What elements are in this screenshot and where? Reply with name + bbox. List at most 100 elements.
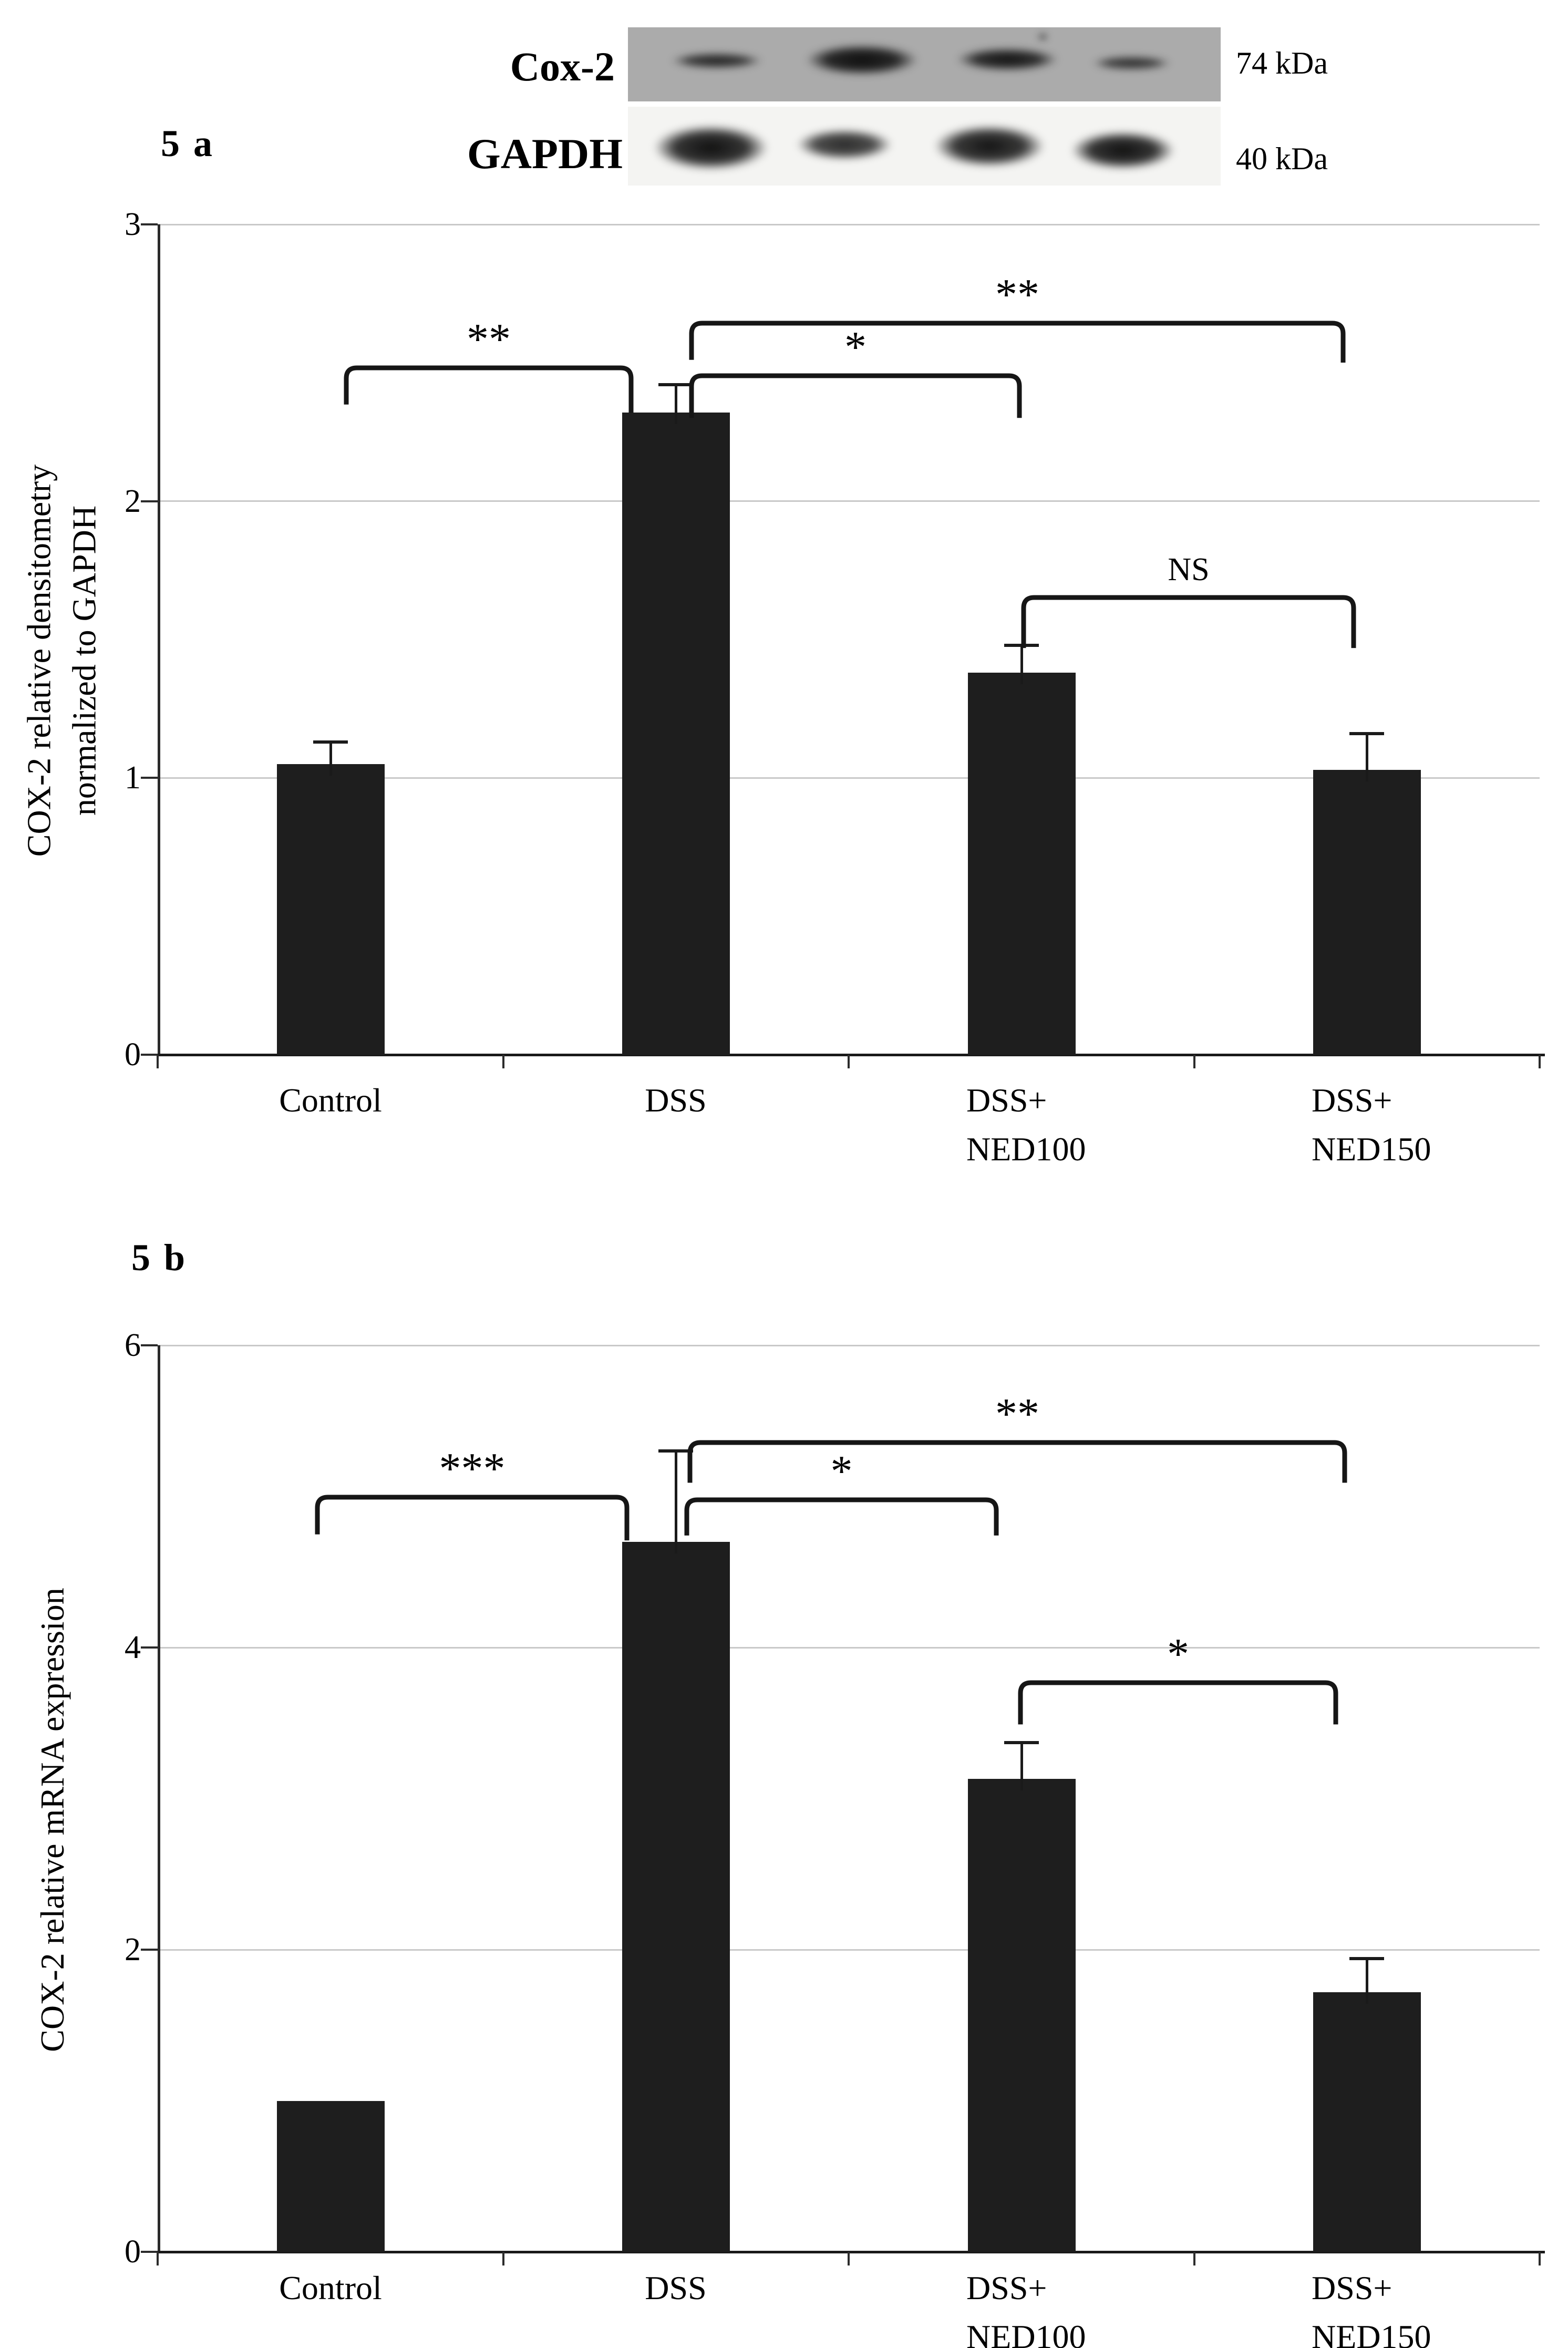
bar-dss+ned100 [967, 1779, 1076, 2252]
x-axis-tick [157, 2252, 159, 2265]
error-bar-cap [313, 740, 348, 744]
bar-control [276, 764, 385, 1055]
x-category-label: DSS [645, 2269, 707, 2306]
significance-bracket [684, 1497, 999, 1536]
blot-band [783, 38, 941, 81]
x-axis-tick [157, 1055, 159, 1068]
significance-label: ** [467, 314, 511, 364]
significance-bracket [689, 373, 1022, 418]
bar-dss+ned150 [1313, 769, 1421, 1055]
error-bar [1365, 1959, 1368, 2004]
x-category-label: DSS+ NED150 [1312, 2269, 1431, 2348]
x-axis-line [158, 1054, 1545, 1056]
y-axis-title: COX-2 relative densitometry normalized to… [20, 464, 103, 857]
y-axis-tick [141, 777, 158, 779]
gridline-y1 [158, 777, 1540, 779]
x-category-label: DSS [645, 1082, 707, 1119]
gapdh-blot-image [628, 107, 1221, 186]
error-bar-cap [1349, 732, 1384, 736]
bar-dss [622, 413, 730, 1055]
significance-bracket [1018, 1680, 1338, 1725]
error-bar-cap [658, 1449, 693, 1453]
blot-band [1077, 53, 1187, 73]
panel-a-label: 5 a [161, 122, 214, 164]
significance-label: * [844, 323, 866, 372]
significance-label: NS [1168, 551, 1210, 588]
y-tick-label: 2 [125, 1932, 141, 1968]
bar-dss+ned150 [1313, 1992, 1421, 2252]
error-bar [1020, 645, 1023, 685]
gridline-y3 [158, 223, 1540, 225]
y-tick-label: 1 [125, 760, 141, 796]
gridline-y2 [158, 1949, 1540, 1951]
y-tick-label: 3 [125, 207, 141, 242]
error-bar [674, 1451, 677, 1553]
y-axis-tick [141, 1949, 158, 1951]
blot-band [912, 116, 1067, 176]
error-bar-cap [658, 383, 693, 387]
blot-band [653, 49, 781, 72]
gapdh-blot-label: GAPDH [467, 130, 623, 178]
bar-control [276, 2100, 385, 2252]
y-axis-line [158, 224, 160, 1055]
blot-band [777, 122, 911, 167]
significance-label: * [1167, 1630, 1189, 1679]
y-axis-tick [141, 1344, 158, 1346]
y-axis-tick [141, 223, 158, 225]
significance-bracket [315, 1495, 630, 1540]
y-tick-label: 0 [125, 2234, 141, 2270]
y-tick-label: 6 [125, 1327, 141, 1363]
error-bar [329, 742, 332, 776]
y-axis-line [158, 1345, 160, 2252]
gridline-y6 [158, 1344, 1540, 1346]
gapdh-weight-label: 40 kDa [1236, 141, 1328, 176]
cox2-weight-label: 74 kDa [1236, 46, 1328, 80]
x-axis-tick [502, 1055, 504, 1068]
significance-bracket [1021, 595, 1356, 648]
significance-label: ** [995, 1389, 1039, 1439]
significance-label: *** [439, 1444, 506, 1493]
blot-band [1050, 123, 1196, 177]
blot-band [631, 116, 791, 179]
y-axis-title: COX-2 relative mRNA expression [33, 1587, 71, 2052]
error-bar-cap [1349, 1957, 1384, 1961]
error-bar-cap [1004, 1741, 1039, 1745]
x-axis-tick [848, 2252, 850, 2265]
y-tick-label: 0 [125, 1037, 141, 1073]
gridline-y2 [158, 500, 1540, 502]
panel-b-label: 5 b [131, 1237, 188, 1279]
x-category-label: Control [279, 1082, 382, 1119]
significance-bracket [344, 365, 634, 413]
significance-label: * [830, 1447, 853, 1496]
x-category-label: DSS+ NED100 [966, 1082, 1086, 1168]
y-axis-tick [141, 2251, 158, 2253]
significance-bracket [687, 1440, 1347, 1483]
x-category-label: DSS+ NED100 [966, 2269, 1086, 2348]
y-axis-tick [141, 1054, 158, 1056]
x-axis-tick [1539, 1055, 1541, 1068]
bar-dss [622, 1541, 730, 2252]
blot-band [1036, 33, 1049, 41]
y-tick-label: 2 [125, 483, 141, 519]
significance-label: ** [995, 270, 1039, 320]
y-tick-label: 4 [125, 1630, 141, 1665]
blot-band [936, 43, 1079, 76]
x-category-label: DSS+ NED150 [1312, 1082, 1431, 1168]
x-axis-tick [848, 1055, 850, 1068]
y-axis-tick [141, 1646, 158, 1649]
x-axis-tick [502, 2252, 504, 2265]
x-axis-tick [1193, 2252, 1195, 2265]
y-axis-tick [141, 500, 158, 502]
significance-bracket [689, 321, 1346, 363]
cox2-blot-label: Cox-2 [510, 44, 615, 89]
x-axis-tick [1539, 2252, 1541, 2265]
error-bar [674, 385, 677, 425]
x-axis-tick [1193, 1055, 1195, 1068]
error-bar [1365, 734, 1368, 781]
cox2-blot-image [628, 27, 1221, 101]
x-axis-line [158, 2251, 1545, 2253]
bar-dss+ned100 [967, 673, 1076, 1055]
gridline-y4 [158, 1646, 1540, 1649]
x-category-label: Control [279, 2269, 382, 2306]
